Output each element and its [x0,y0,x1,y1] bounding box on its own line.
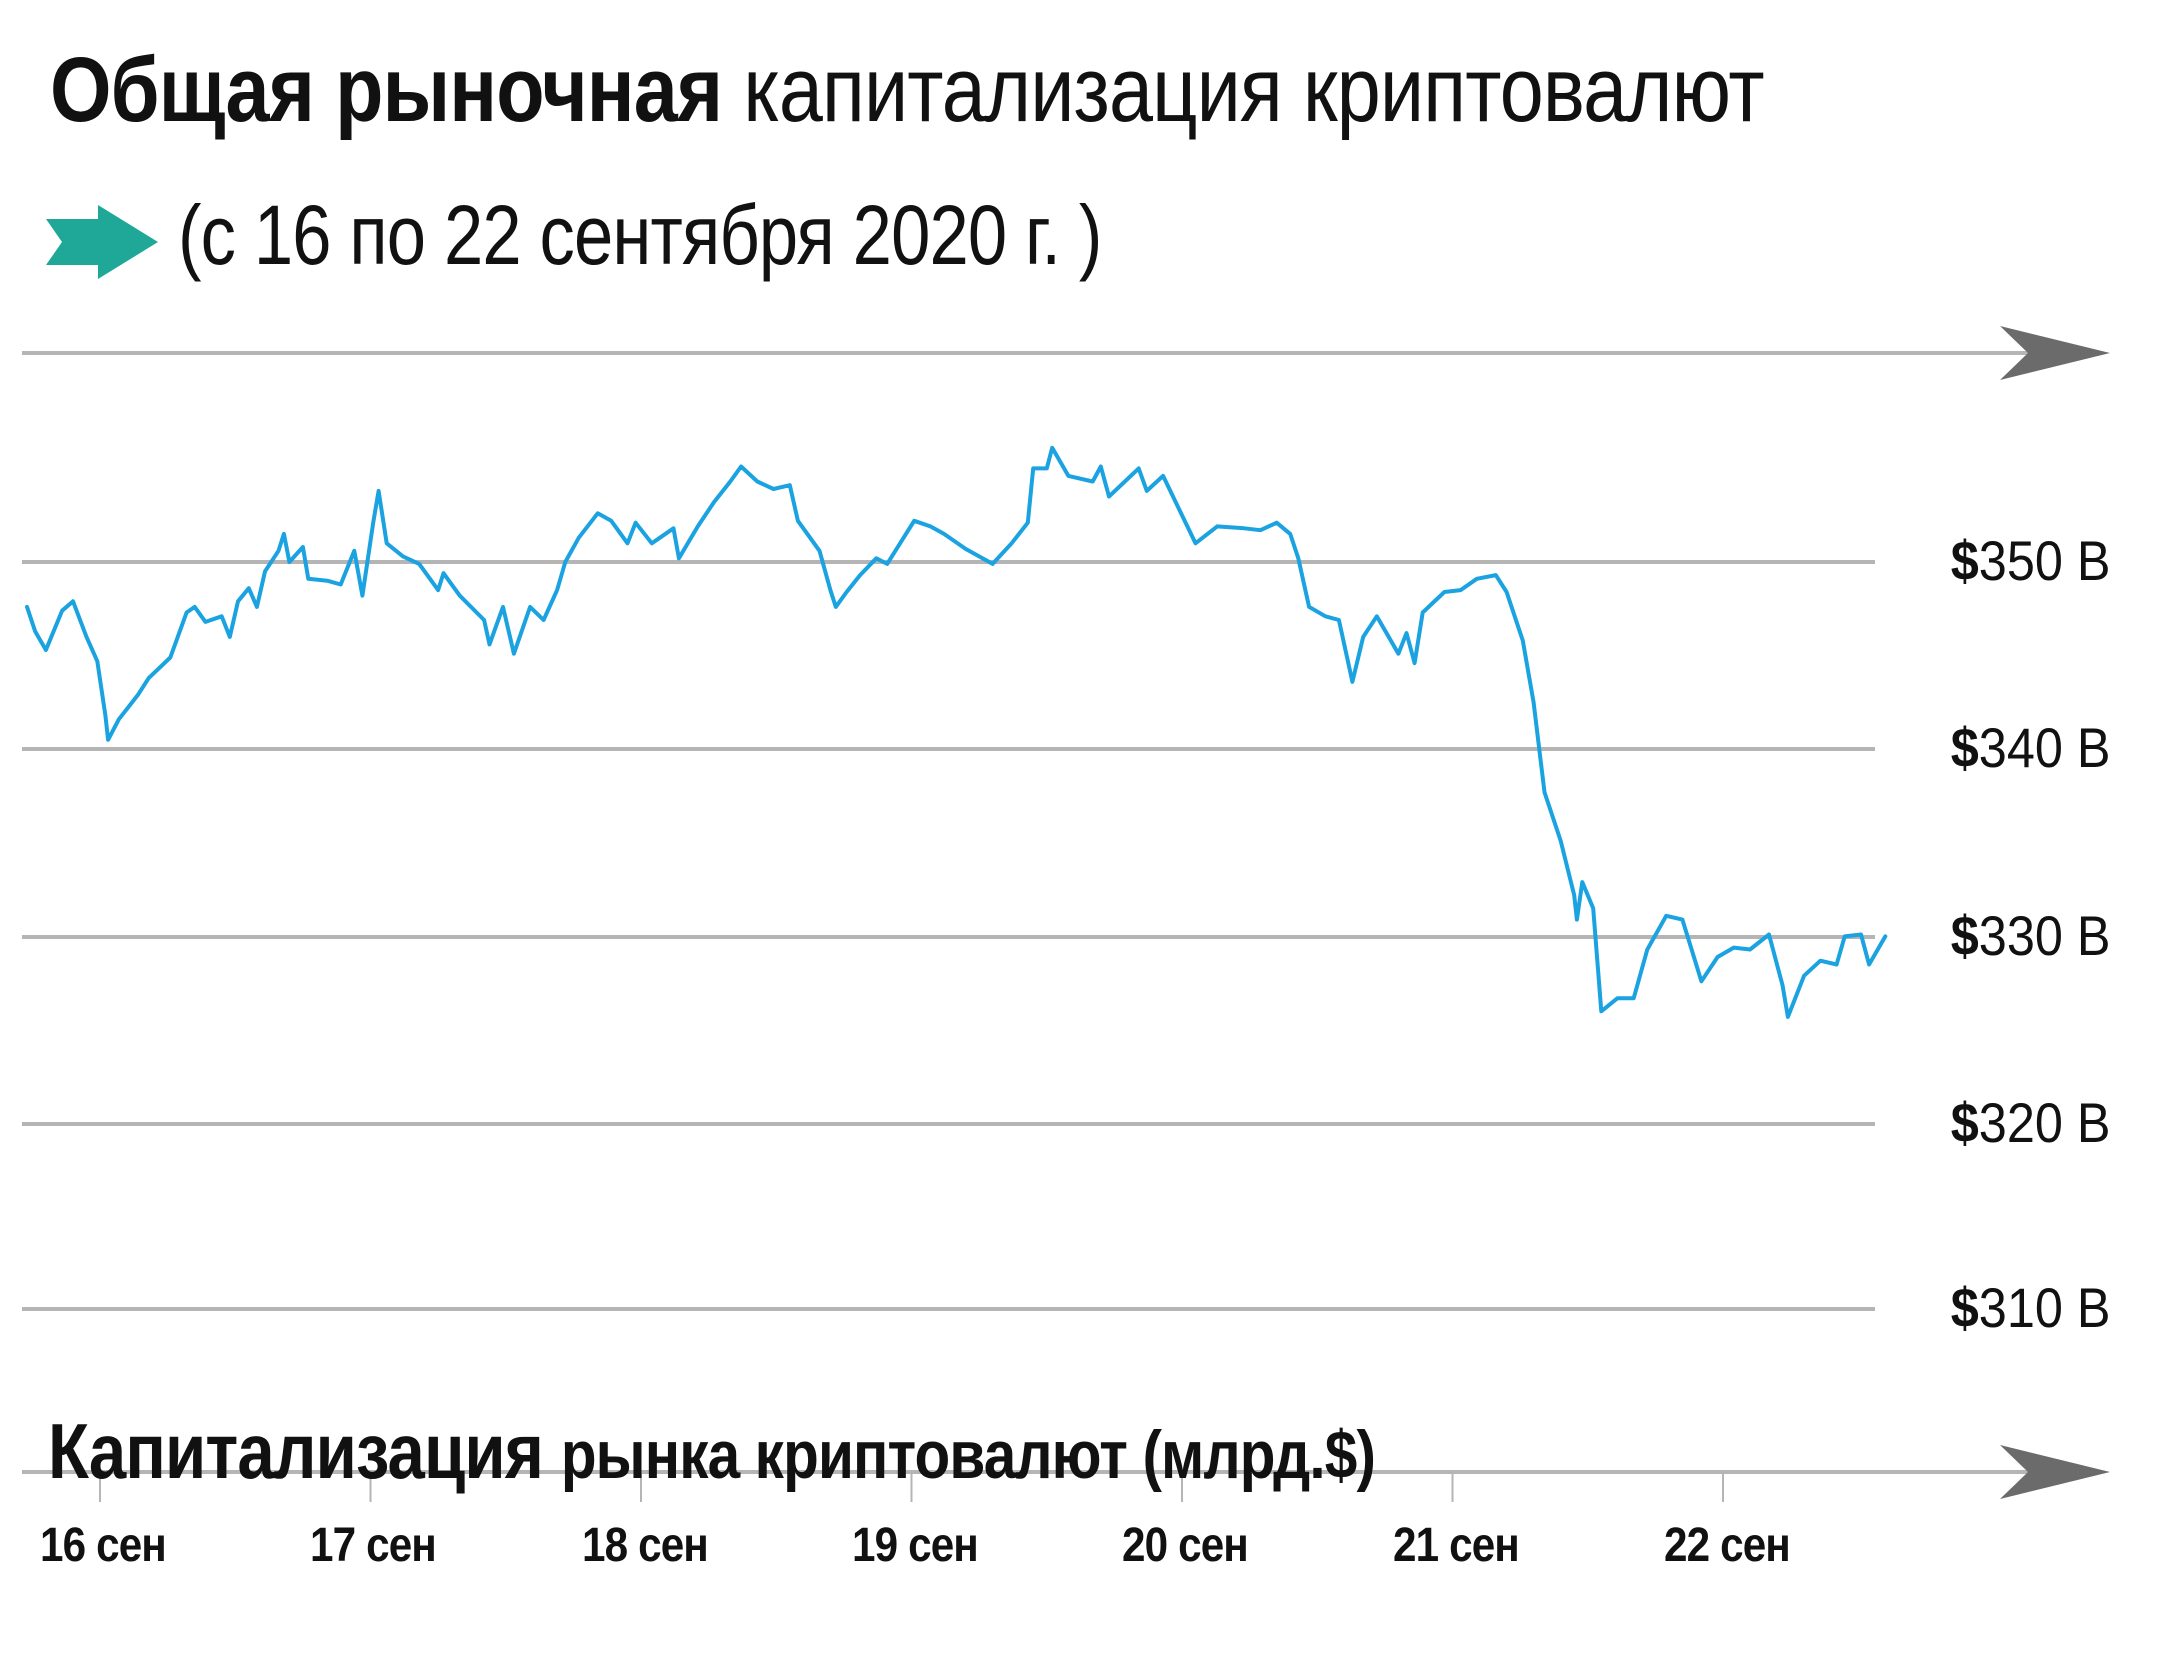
market-cap-line [25,445,1888,1019]
teal-right-arrow-icon [46,205,158,279]
arrowhead-icon [2000,1445,2110,1499]
y-label-350: $350 B [1950,529,2110,592]
chart-subtitle: (с 16 по 22 сентября 2020 г. ) [178,188,1102,282]
x-label-19: 19 сен [852,1519,979,1572]
y-label-340: $340 B [1950,716,2110,779]
x-axis-caption-bold: Капитализация [48,1407,544,1495]
gridlines [22,560,1875,1311]
x-label-18: 18 сен [582,1519,709,1572]
chart-title-bold: Общая рыночная [50,39,723,141]
x-axis-caption: Капитализация рынка криптовалют (млрд.$) [48,1407,1376,1498]
y-label-310: $310 B [1950,1276,2110,1339]
x-label-17: 17 сен [310,1519,437,1572]
y-label-320: $320 B [1950,1091,2110,1154]
x-axis [22,1445,2110,1502]
top-axis-arrow [22,326,2110,380]
x-label-20: 20 сен [1122,1519,1249,1572]
x-label-21: 21 сен [1393,1519,1520,1572]
chart-title: Общая рыночная капитализация криптовалют [50,39,1765,141]
arrowhead-icon [2000,326,2110,380]
y-label-330: $330 B [1950,904,2110,967]
chart-title-regular: капитализация криптовалют [743,39,1764,141]
x-axis-caption-regular: рынка криптовалют (млрд.$) [560,1417,1376,1493]
x-label-22: 22 сен [1664,1519,1791,1572]
x-label-16: 16 сен [40,1519,167,1572]
